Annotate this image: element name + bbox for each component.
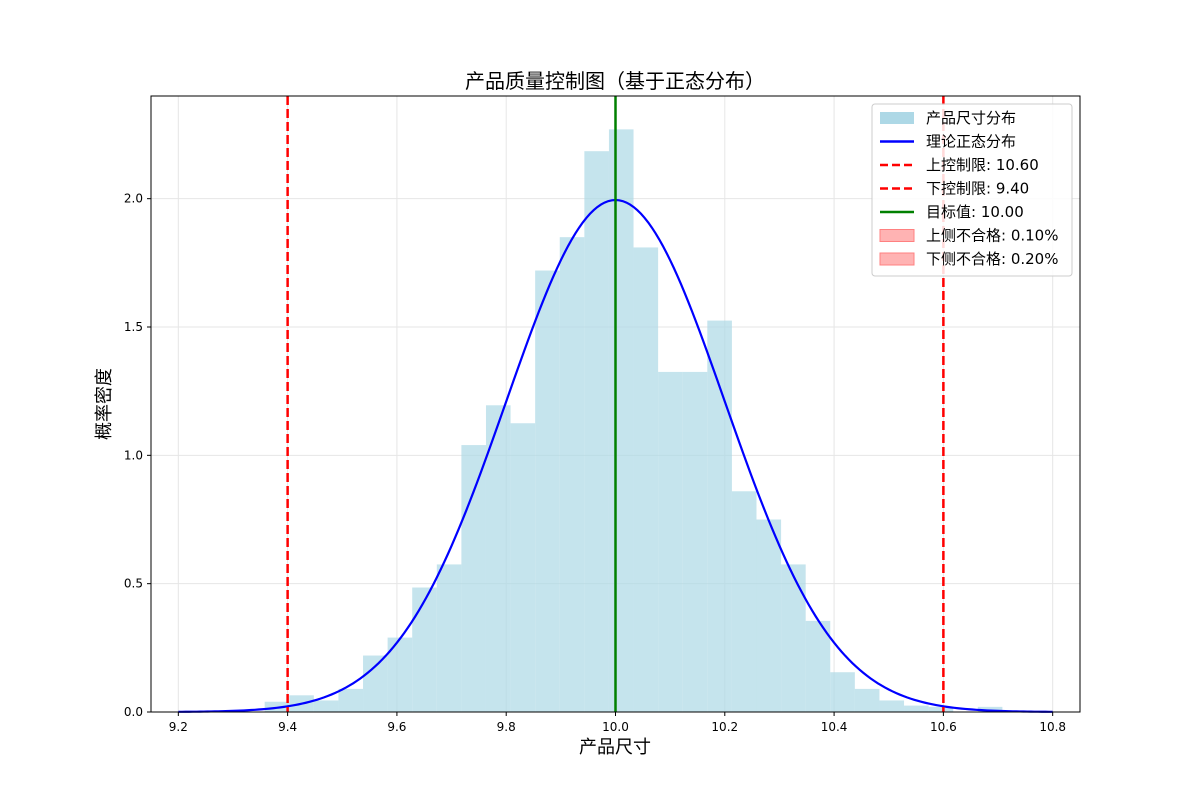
x-tick-label: 9.4 [278, 720, 297, 734]
histogram-bar [904, 705, 929, 712]
y-tick-label: 1.0 [124, 448, 143, 462]
x-tick-label: 9.2 [169, 720, 188, 734]
x-axis-label: 产品尺寸 [579, 737, 651, 758]
histogram-bar [436, 564, 462, 712]
histogram-bar [879, 700, 905, 712]
histogram-bar [977, 706, 1003, 712]
y-tick-label: 1.5 [124, 320, 143, 334]
x-tick-label: 10.4 [821, 720, 848, 734]
histogram-bars [264, 129, 1003, 712]
legend-swatch [879, 229, 915, 242]
x-axis-ticks: 9.2 9.4 9.6 9.8 10.0 10.2 10.4 10.6 10.8 [169, 712, 1066, 734]
histogram-bar [854, 688, 880, 712]
x-tick-label: 9.6 [387, 720, 406, 734]
y-axis-ticks: 0.0 0.5 1.0 1.5 2.0 [124, 192, 151, 719]
legend-label: 下侧不合格: 0.20% [926, 250, 1058, 268]
histogram-bar [608, 129, 634, 712]
legend-swatch [880, 112, 914, 124]
x-tick-label: 10.8 [1039, 720, 1066, 734]
legend-box [871, 103, 1073, 277]
histogram-bar [830, 672, 855, 712]
histogram-bar [658, 371, 683, 712]
x-tick-label: 10.6 [930, 720, 957, 734]
histogram-bar [584, 151, 609, 712]
histogram-bar [412, 587, 437, 712]
histogram-bar [731, 491, 757, 712]
legend-label: 产品尺寸分布 [926, 109, 1016, 127]
histogram-bar [756, 519, 782, 712]
y-tick-label: 0.0 [124, 705, 143, 719]
y-axis-label: 概率密度 [94, 368, 115, 440]
legend-label: 下控制限: 9.40 [926, 180, 1029, 198]
x-tick-label: 10.2 [711, 720, 738, 734]
y-tick-label: 0.5 [124, 577, 143, 591]
legend-label: 理论正态分布 [926, 133, 1016, 151]
histogram-bar [535, 270, 560, 712]
legend-label: 上侧不合格: 0.10% [926, 227, 1058, 245]
histogram-bar [510, 423, 536, 712]
legend-label: 目标值: 10.00 [926, 203, 1024, 221]
x-tick-label: 10.0 [602, 720, 629, 734]
histogram-bar [805, 620, 831, 712]
histogram-bar [781, 564, 806, 712]
chart-title: 产品质量控制图（基于正态分布） [465, 69, 765, 93]
histogram-bar [313, 700, 339, 712]
x-tick-label: 9.8 [497, 720, 516, 734]
histogram-bar [682, 371, 708, 712]
reference-lines [286, 96, 945, 712]
histogram-bar [485, 405, 511, 712]
y-tick-label: 2.0 [124, 192, 143, 206]
histogram-bar [338, 688, 364, 712]
histogram-bar [928, 706, 954, 712]
histogram-bar [461, 445, 486, 712]
legend-swatch [879, 252, 915, 266]
histogram-bar [363, 655, 388, 712]
histogram-bar [707, 320, 732, 712]
histogram-bar [633, 247, 659, 712]
legend-label: 上控制限: 10.60 [926, 156, 1039, 174]
histogram-bar [559, 237, 585, 712]
